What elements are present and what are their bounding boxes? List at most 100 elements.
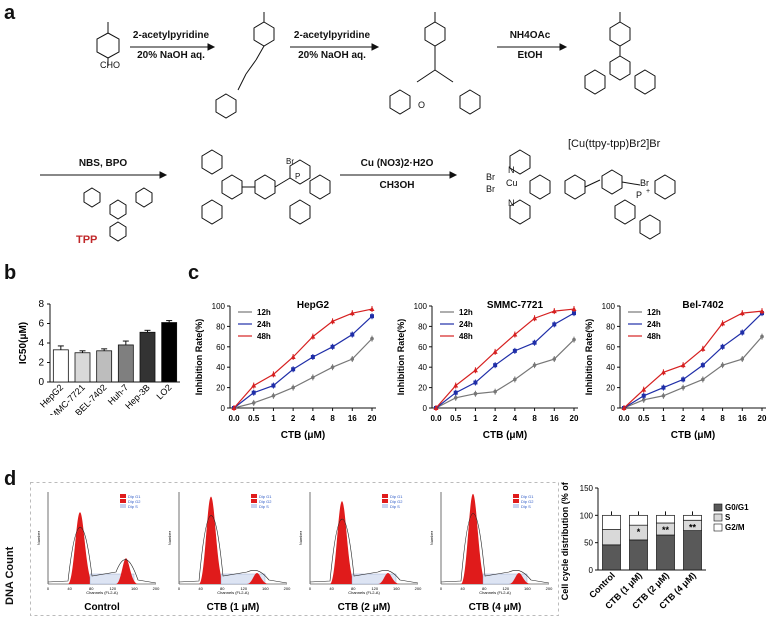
synthesis-scheme <box>40 12 676 242</box>
c-point <box>681 385 685 390</box>
c-legend-24h: 24h <box>257 320 271 329</box>
c-point <box>370 314 374 319</box>
flow-xtick-label: 80 <box>482 586 487 591</box>
terpyridine-structure <box>584 12 656 95</box>
c-xtick-label: 8 <box>532 414 537 423</box>
flow-legend-swatch <box>513 499 519 503</box>
c-xlabel: CTB (μM) <box>281 430 325 441</box>
flow-xtick-label: 160 <box>524 586 531 591</box>
ligand-p-label: P <box>295 172 301 181</box>
c-xtick-label: 16 <box>738 414 747 423</box>
flow-g2-peak <box>247 572 269 584</box>
c-series-12h <box>233 338 373 409</box>
c-xtick-label: 1 <box>473 414 478 423</box>
c-ytick-label: 60 <box>418 343 427 352</box>
c-legend-48h: 48h <box>647 332 661 341</box>
d-segment-G2/M-2 <box>656 514 675 524</box>
c-ytick-label: 0 <box>611 404 616 413</box>
step3-solvent: EtOH <box>517 50 543 61</box>
c-point <box>532 340 537 345</box>
c-xtick-label: 2 <box>291 414 296 423</box>
c-xtick-label: 8 <box>330 414 335 423</box>
b-bar-2 <box>96 350 113 383</box>
d-segment-S-0 <box>602 529 621 546</box>
c-point <box>453 383 459 388</box>
d-segment-G0/G1-3 <box>683 530 702 571</box>
c-point <box>290 354 296 359</box>
flow-legend-swatch <box>513 494 519 498</box>
flow-xtick-label: 40 <box>198 586 203 591</box>
b-ytick-label: 4 <box>38 338 44 349</box>
c-point <box>572 337 576 342</box>
c-point <box>370 336 374 341</box>
c-point <box>740 357 745 361</box>
d-segment-G0/G1-1 <box>629 539 648 571</box>
flow-xtick-label: 120 <box>502 586 509 591</box>
flow-xtick-label: 80 <box>220 586 225 591</box>
step5-solvent: CH3OH <box>379 180 415 191</box>
c-xtick-label: 4 <box>513 414 518 423</box>
c-point <box>661 385 666 390</box>
flow-hist-xlabel: Channels (FL2-A) <box>86 590 118 595</box>
c-point <box>700 346 706 351</box>
b-bar-5 <box>161 322 178 383</box>
flow-g1-peak <box>461 493 487 584</box>
b-bar-1 <box>74 352 91 383</box>
complex-br3-label: Br <box>640 178 649 188</box>
flow-xtick-label: 120 <box>240 586 247 591</box>
tpp-label: TPP <box>76 234 98 246</box>
panel-label-c: c <box>188 262 200 284</box>
c-xtick-label: 4 <box>311 414 316 423</box>
c-point <box>513 377 517 382</box>
flow-legend-swatch <box>382 499 388 503</box>
c-xtick-label: 0.0 <box>228 414 240 423</box>
c-point <box>330 365 335 369</box>
c-point <box>453 396 458 400</box>
c-point <box>680 362 686 368</box>
c-ytick-label: 100 <box>414 302 428 311</box>
flow-legend-swatch <box>120 494 126 498</box>
c-point <box>621 405 627 410</box>
complex-br2-label: Br <box>486 184 495 194</box>
d-annotation-3: ** <box>689 522 697 532</box>
c-series-48h <box>623 310 763 409</box>
c-ytick-label: 40 <box>216 363 225 372</box>
c-point <box>720 363 725 367</box>
c-point <box>552 357 557 361</box>
c-point <box>571 306 577 312</box>
c-point <box>472 367 478 373</box>
b-ytick-label: 8 <box>38 299 44 310</box>
c-point <box>493 363 498 368</box>
diketone-structure <box>389 12 481 115</box>
flow-xtick-label: 40 <box>329 586 334 591</box>
d-segment-G0/G1-0 <box>602 544 621 571</box>
flow-xtick-label: 200 <box>153 586 160 591</box>
c-point <box>330 318 336 324</box>
c-legend-48h: 48h <box>257 332 271 341</box>
d-ylabel: Cell cycle distribution (% of total) <box>560 480 570 600</box>
d-legend-swatch-0 <box>713 503 723 512</box>
complex-br1-label: Br <box>486 172 495 182</box>
c-xtick-label: 0.5 <box>450 414 462 423</box>
diketone-o-label: O <box>418 100 426 110</box>
c-point <box>310 334 316 339</box>
d-legend-S: S <box>725 513 731 522</box>
flow-xtick-label: 200 <box>546 586 553 591</box>
flow-legend-text: Dip G2 <box>521 499 534 504</box>
d-annotation-1: * <box>637 527 641 537</box>
complex-cu-label: Cu <box>506 178 518 188</box>
c-legend-12h: 12h <box>257 308 271 317</box>
flow-legend-swatch <box>120 504 126 508</box>
c-series-48h <box>435 308 575 409</box>
c-legend-12h: 12h <box>647 308 661 317</box>
flow-legend-text: Dip G2 <box>259 499 272 504</box>
c-point <box>661 393 666 398</box>
c-xtick-label: 0.0 <box>430 414 442 423</box>
bel7402-line-chart: Bel-7402 0 20 40 60 80 100 0.0 0.5 1 2 4 8 16 20 CTB (μ… <box>584 300 767 441</box>
c-series-12h <box>435 339 575 409</box>
flow-hist-xlabel: Channels (FL2-A) <box>217 590 249 595</box>
c-point <box>473 391 478 396</box>
c-point <box>251 383 257 388</box>
b-bar-3 <box>117 344 134 383</box>
flow-hist-ylabel: Number <box>36 530 41 545</box>
